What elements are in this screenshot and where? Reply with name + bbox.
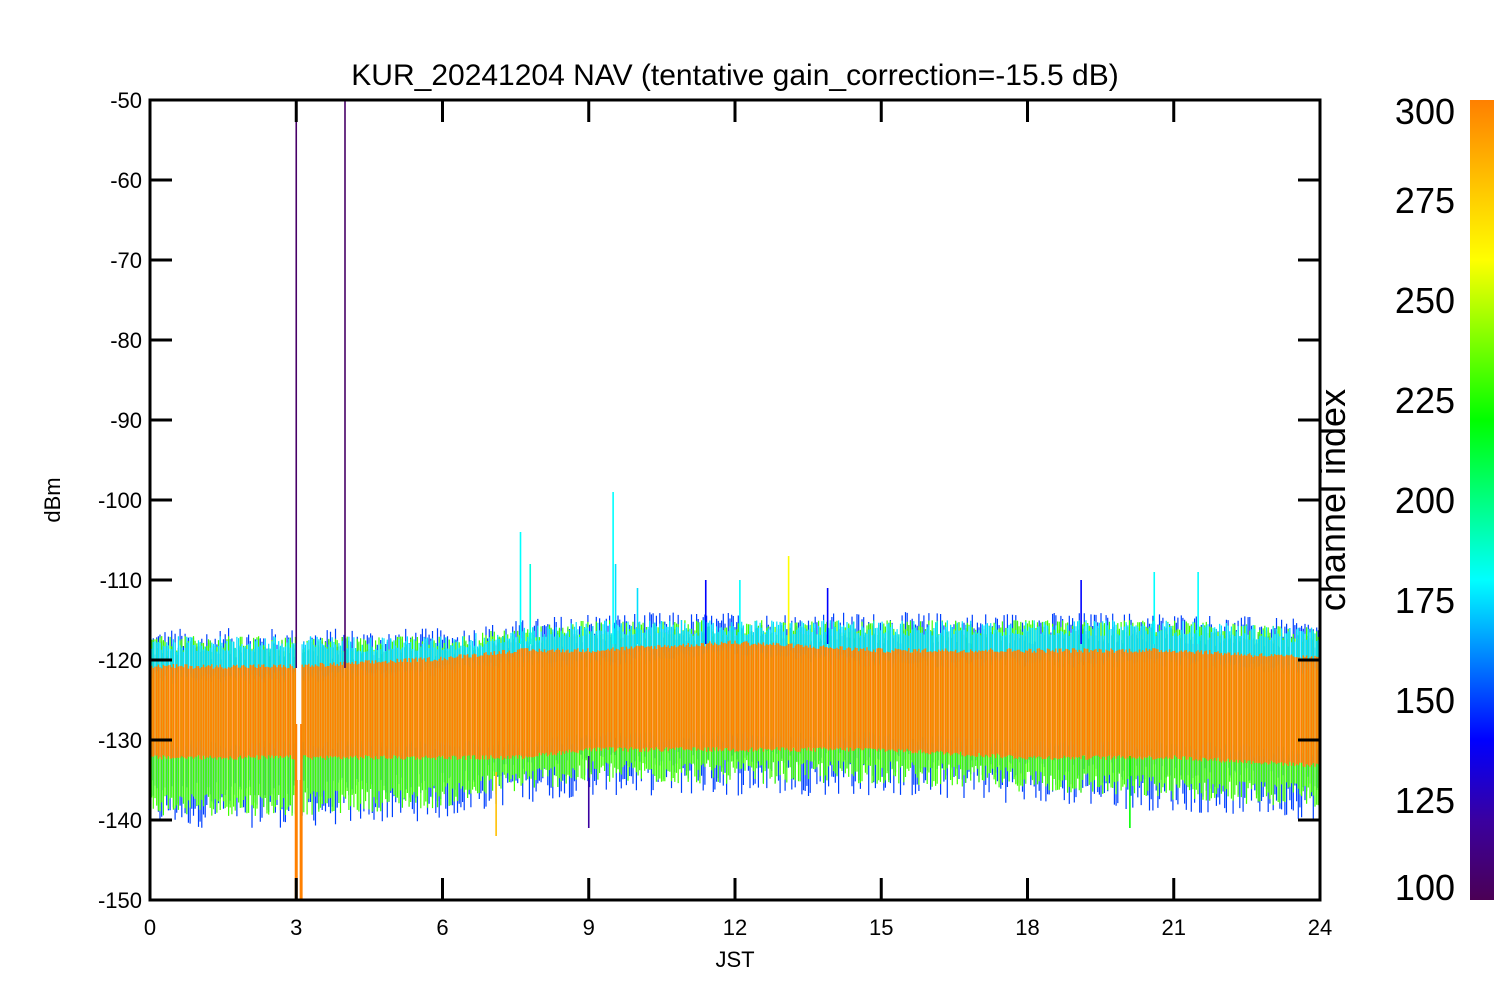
noise-band-path-4 xyxy=(150,640,1320,767)
x-axis-label: JST xyxy=(715,947,754,972)
x-tick-label-6: 18 xyxy=(1015,915,1039,940)
colorbar-tick-label-0: 300 xyxy=(1395,91,1455,132)
colorbar-tick-label-7: 125 xyxy=(1395,780,1455,821)
colorbar-label: channel index xyxy=(1312,389,1353,611)
y-axis-label: dBm xyxy=(40,477,65,522)
x-tick-label-1: 3 xyxy=(290,915,302,940)
y-tick-label-7: -120 xyxy=(98,648,142,673)
y-tick-label-8: -130 xyxy=(98,728,142,753)
chart-title: KUR_20241204 NAV (tentative gain_correct… xyxy=(351,59,1118,92)
y-tick-label-0: -50 xyxy=(110,88,142,113)
y-tick-label-5: -100 xyxy=(98,488,142,513)
colorbar-gradient xyxy=(1470,100,1494,900)
colorbar-tick-label-1: 275 xyxy=(1395,180,1455,221)
y-tick-label-10: -150 xyxy=(98,888,142,913)
x-tick-label-2: 6 xyxy=(436,915,448,940)
colorbar-tick-label-5: 175 xyxy=(1395,580,1455,621)
noise-band-layer-2 xyxy=(150,620,1320,680)
colorbar: 300 275 250 225 200 175 150 125 100 xyxy=(1395,91,1494,908)
colorbar-tick-label-4: 200 xyxy=(1395,480,1455,521)
x-tick-label-0: 0 xyxy=(144,915,156,940)
x-tick-label-7: 21 xyxy=(1162,915,1186,940)
colorbar-tick-label-6: 150 xyxy=(1395,680,1455,721)
y-tick-label-1: -60 xyxy=(110,168,142,193)
data-layer xyxy=(150,100,1320,900)
x-tick-label-3: 9 xyxy=(583,915,595,940)
x-tick-label-4: 12 xyxy=(723,915,747,940)
y-tick-label-3: -80 xyxy=(110,328,142,353)
y-tick-label-4: -90 xyxy=(110,408,142,433)
y-tick-label-9: -140 xyxy=(98,808,142,833)
colorbar-tick-label-2: 250 xyxy=(1395,280,1455,321)
data-gap xyxy=(297,644,301,780)
y-tick-label-2: -70 xyxy=(110,248,142,273)
x-tick-label-8: 24 xyxy=(1308,915,1332,940)
colorbar-tick-label-8: 100 xyxy=(1395,867,1455,908)
colorbar-tick-label-3: 225 xyxy=(1395,380,1455,421)
noise-band-layer-4 xyxy=(150,640,1320,767)
noise-band-path-2 xyxy=(150,620,1320,680)
x-tick-label-5: 15 xyxy=(869,915,893,940)
y-tick-label-6: -110 xyxy=(100,568,142,593)
axis-layer: 0 3 6 9 12 15 18 21 24 -50 -60 -70 -80 -90 -100 -110 -12… xyxy=(98,88,1332,940)
